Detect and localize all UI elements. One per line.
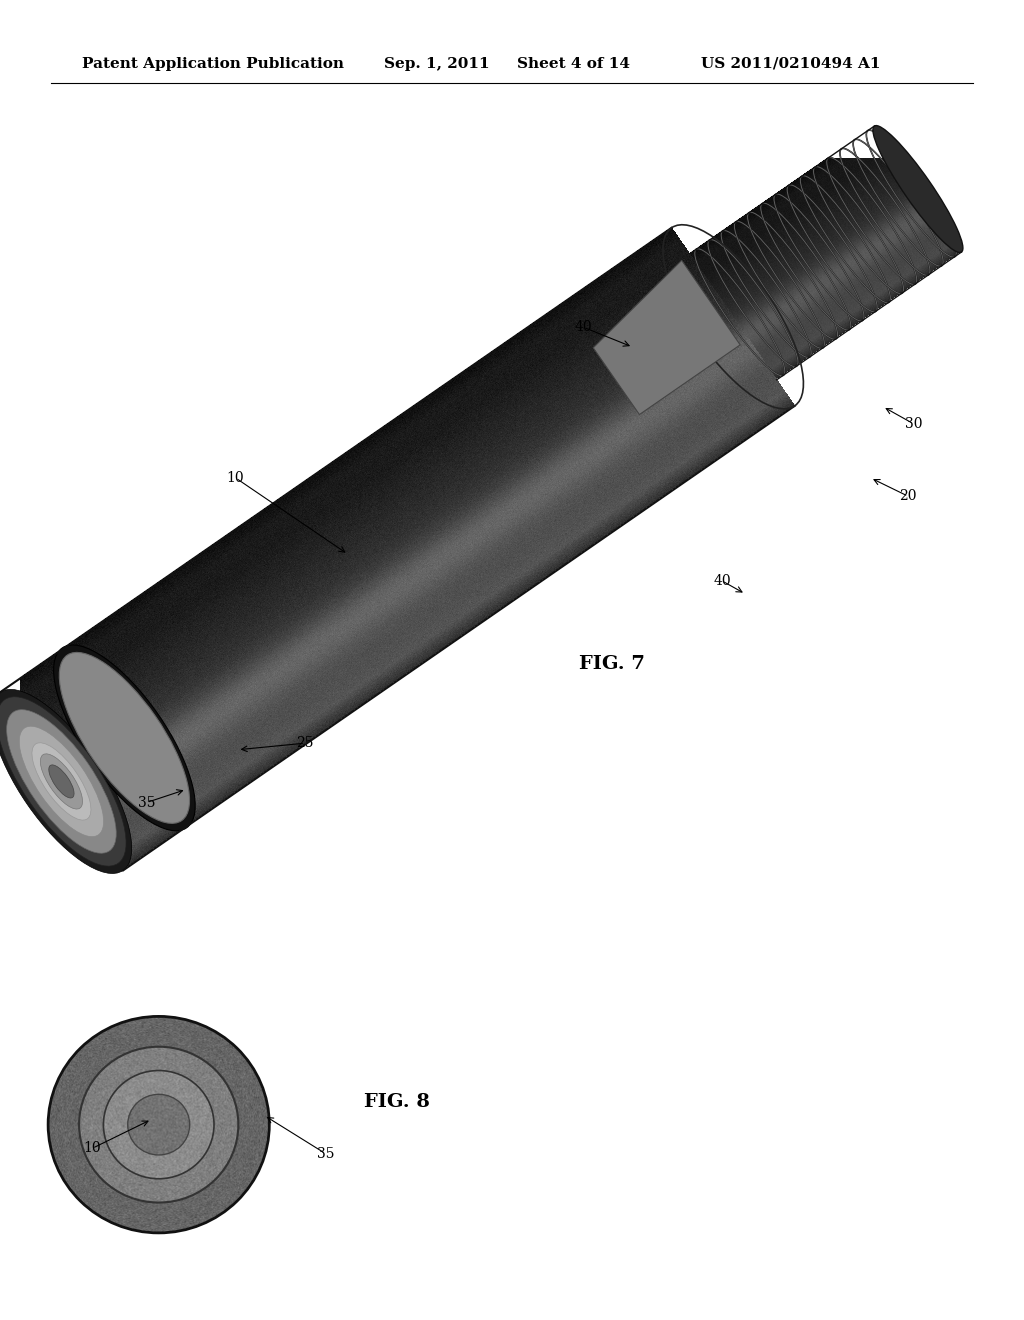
Ellipse shape <box>0 689 132 874</box>
Text: 25: 25 <box>296 737 314 750</box>
Ellipse shape <box>53 645 196 830</box>
Ellipse shape <box>6 710 117 853</box>
Ellipse shape <box>40 754 83 809</box>
Text: 30: 30 <box>904 417 923 430</box>
Ellipse shape <box>32 743 91 820</box>
Ellipse shape <box>19 726 103 837</box>
Text: 10: 10 <box>83 1142 101 1155</box>
Ellipse shape <box>872 125 963 252</box>
Text: Sheet 4 of 14: Sheet 4 of 14 <box>517 57 630 71</box>
Text: Patent Application Publication: Patent Application Publication <box>82 57 344 71</box>
Text: Sep. 1, 2011: Sep. 1, 2011 <box>384 57 489 71</box>
Text: 40: 40 <box>713 574 731 587</box>
Ellipse shape <box>0 697 126 866</box>
Ellipse shape <box>49 764 74 799</box>
Text: US 2011/0210494 A1: US 2011/0210494 A1 <box>701 57 881 71</box>
Text: 35: 35 <box>137 796 156 809</box>
Text: 10: 10 <box>226 471 245 484</box>
Text: 35: 35 <box>316 1147 335 1160</box>
Text: FIG. 8: FIG. 8 <box>364 1093 429 1111</box>
Ellipse shape <box>59 652 189 824</box>
Text: 40: 40 <box>574 321 593 334</box>
Text: 20: 20 <box>899 490 918 503</box>
Polygon shape <box>593 260 740 414</box>
Text: FIG. 7: FIG. 7 <box>579 655 644 673</box>
